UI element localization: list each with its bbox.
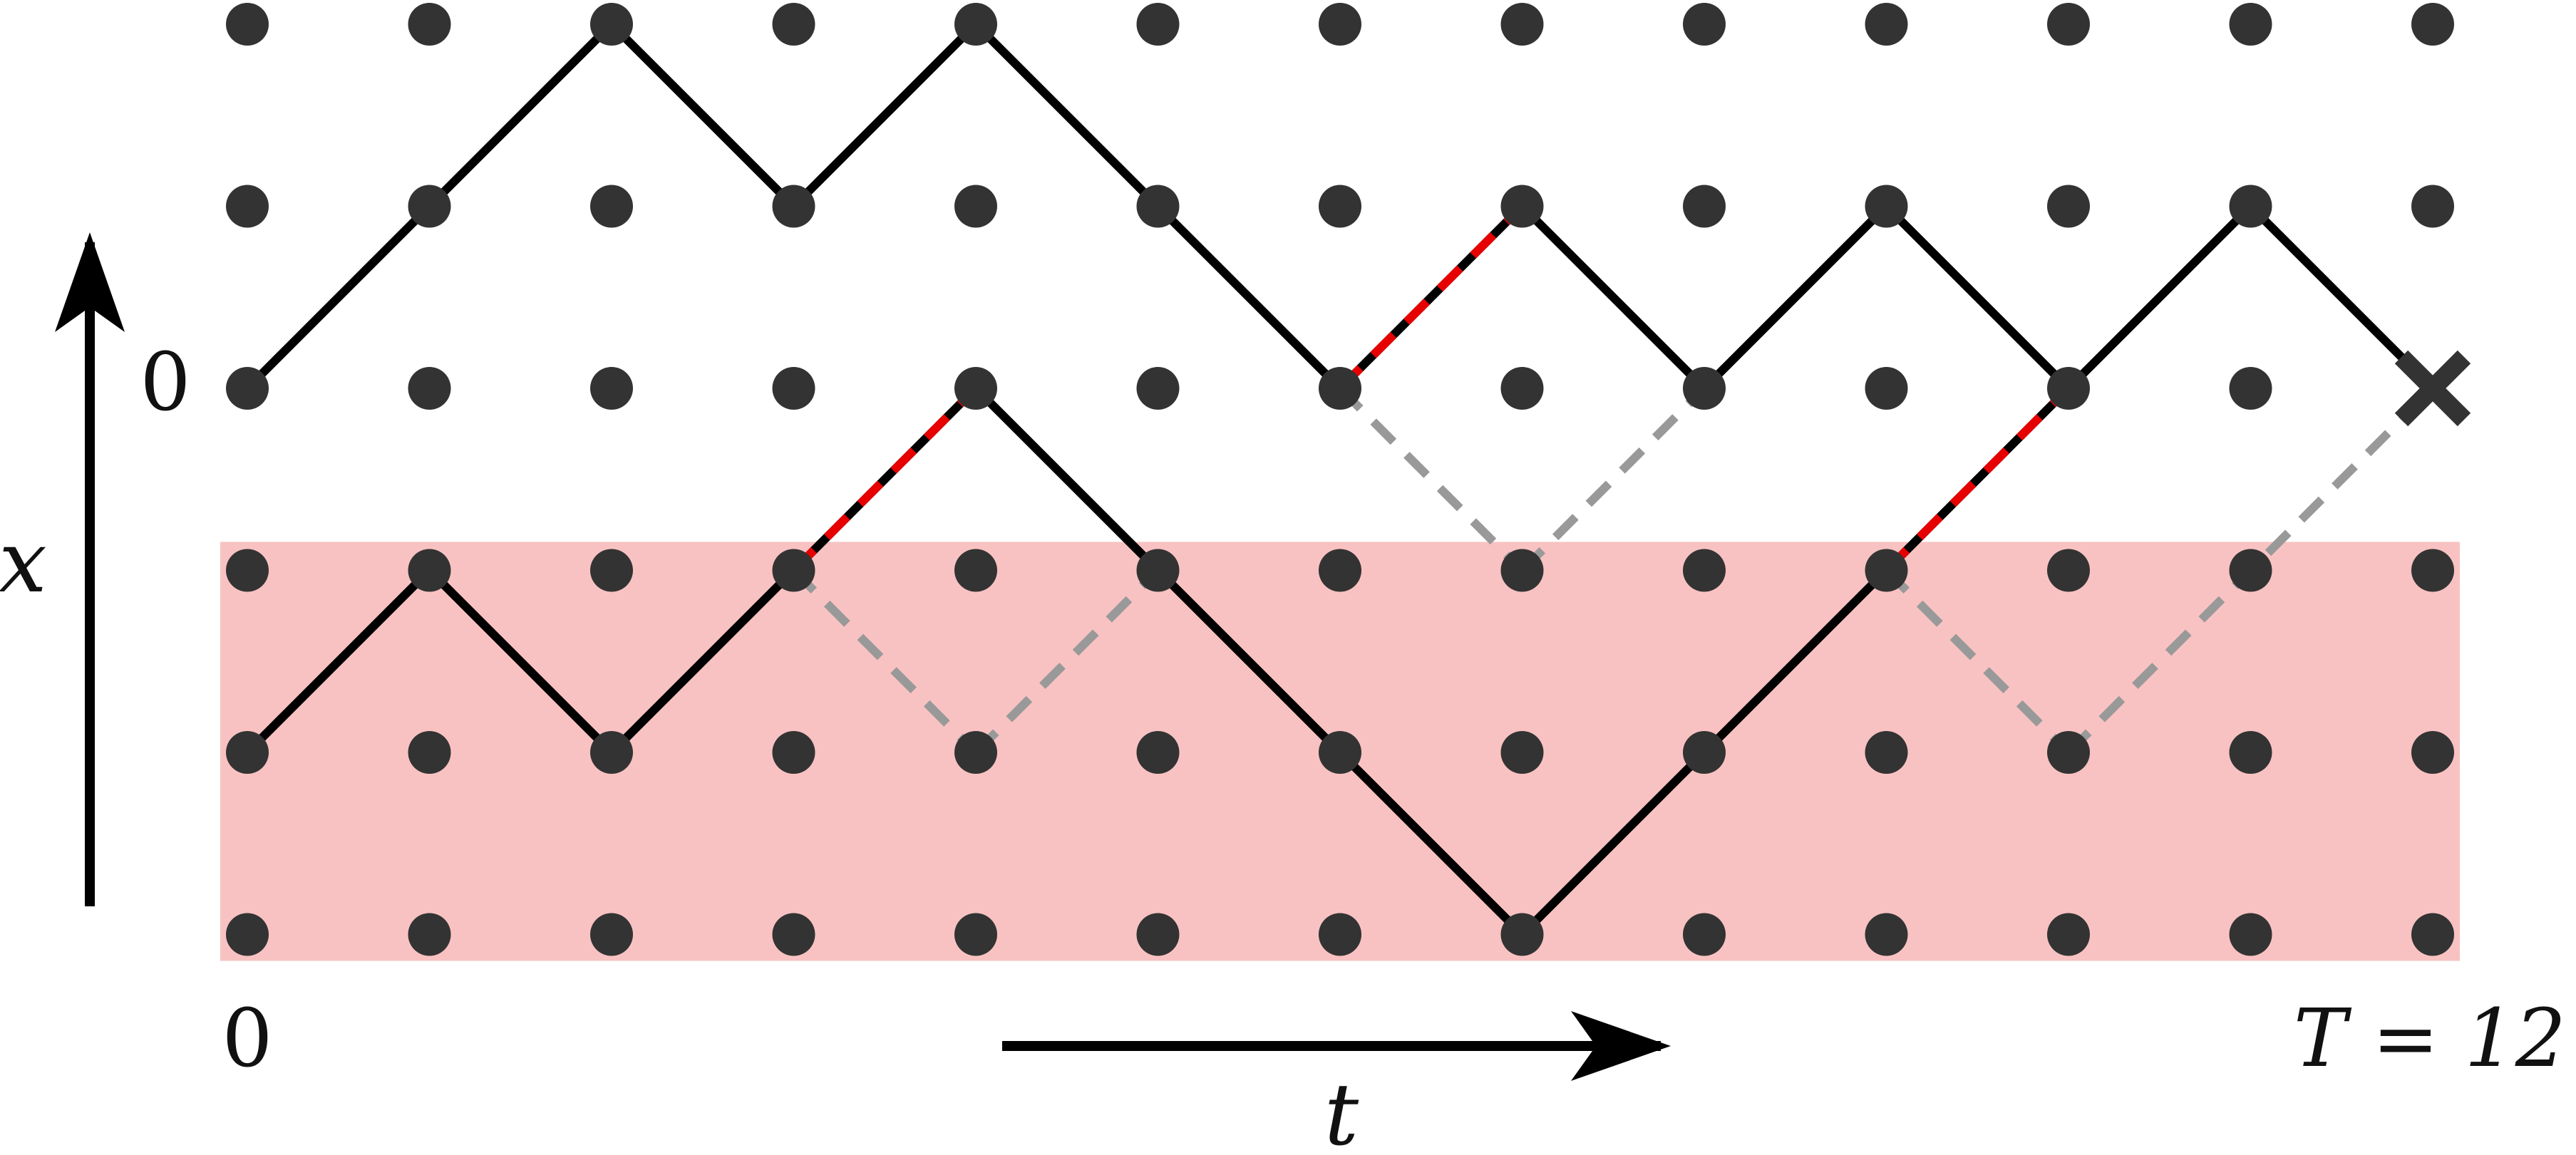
lattice-point (1319, 731, 1361, 774)
lattice-point (772, 3, 815, 46)
lattice-point (408, 185, 451, 228)
lattice-point (226, 549, 269, 592)
x-origin-label: 0 (140, 336, 190, 429)
lattice-point (2411, 731, 2454, 774)
lattice-point (226, 185, 269, 228)
lattice-point (408, 731, 451, 774)
lattice-point (226, 367, 269, 410)
lattice-point (2047, 549, 2090, 592)
lattice-point (408, 367, 451, 410)
lattice-point (772, 549, 815, 592)
t-end-label: T = 12 (2294, 993, 2566, 1085)
lattice-point (772, 185, 815, 228)
lattice-point (954, 913, 997, 956)
lattice-point (1683, 3, 1726, 46)
lattice-point (1500, 913, 1544, 956)
lattice-point (1683, 367, 1726, 410)
x-axis-label: x (0, 513, 47, 612)
lattice-point (2411, 185, 2454, 228)
lattice-point (1865, 3, 1908, 46)
lattice-point (772, 731, 815, 774)
lattice-point (408, 913, 451, 956)
lattice-point (2047, 367, 2090, 410)
lattice-point (226, 3, 269, 46)
lattice-point (2229, 3, 2272, 46)
lattice-point (1319, 367, 1361, 410)
lattice-point (590, 731, 633, 774)
lattice-point (2229, 185, 2272, 228)
lattice-points (226, 3, 2454, 956)
lattice-point (1683, 731, 1726, 774)
lattice-point (2047, 3, 2090, 46)
lattice-point (772, 367, 815, 410)
reflected-segment-1 (972, 567, 1161, 756)
lattice-point (1136, 549, 1180, 592)
reflected-segment-2 (1336, 385, 1525, 574)
lattice-point (1319, 3, 1361, 46)
lattice-point (2411, 913, 2454, 956)
lattice-point (1683, 913, 1726, 956)
lattice-point (590, 549, 633, 592)
t-axis-label: t (1324, 1066, 1359, 1151)
cross-icon (2394, 350, 2471, 427)
lattice-point (1319, 549, 1361, 592)
lattice-point (2229, 913, 2272, 956)
lattice-point (1865, 185, 1908, 228)
lattice-point (2047, 913, 2090, 956)
lattice-point (1136, 913, 1180, 956)
lattice-point (954, 731, 997, 774)
lattice-point (772, 913, 815, 956)
lattice-point (1136, 731, 1180, 774)
lattice-point (2229, 731, 2272, 774)
lattice-point (1865, 367, 1908, 410)
crossing-segment-1 (1336, 203, 1525, 392)
lattice-point (1319, 185, 1361, 228)
lattice-point (1683, 549, 1726, 592)
reflected-segment-4 (1883, 567, 2072, 756)
crossing-segment-2 (1883, 385, 2072, 574)
lattice-point (590, 185, 633, 228)
lattice-point (1500, 731, 1544, 774)
reflected-segment-3 (1519, 385, 1708, 574)
lattice-point (408, 549, 451, 592)
lattice-point (1865, 913, 1908, 956)
lattice-point (1500, 367, 1544, 410)
lattice-point (2047, 731, 2090, 774)
lattice-point (2411, 3, 2454, 46)
lattice-point (2229, 367, 2272, 410)
lattice-point (1683, 185, 1726, 228)
lattice-point (590, 913, 633, 956)
lattice-point (590, 367, 633, 410)
lattice-point (1500, 185, 1544, 228)
lattice-point (1136, 367, 1180, 410)
lattice-point (1500, 549, 1544, 592)
lattice-point (954, 549, 997, 592)
t-origin-label: 0 (222, 993, 272, 1085)
lattice-point (954, 185, 997, 228)
lattice-point (954, 367, 997, 410)
lattice-point (1136, 3, 1180, 46)
lattice-point (1136, 185, 1180, 228)
lattice-point (2229, 549, 2272, 592)
crossing-segment-0 (790, 385, 979, 574)
lattice-point (2047, 185, 2090, 228)
lattice-point (954, 3, 997, 46)
lattice-point (226, 913, 269, 956)
lattice-point (590, 3, 633, 46)
lattice-point (1865, 731, 1908, 774)
lattice-point (1865, 549, 1908, 592)
lattice-point (408, 3, 451, 46)
reflected-segment-0 (790, 567, 979, 756)
crossing-segments (790, 203, 2072, 574)
lattice-point (1500, 3, 1544, 46)
lattice-point (226, 731, 269, 774)
lattice-point (2411, 549, 2454, 592)
lattice-point (1319, 913, 1361, 956)
endpoint-marker (2394, 350, 2471, 427)
